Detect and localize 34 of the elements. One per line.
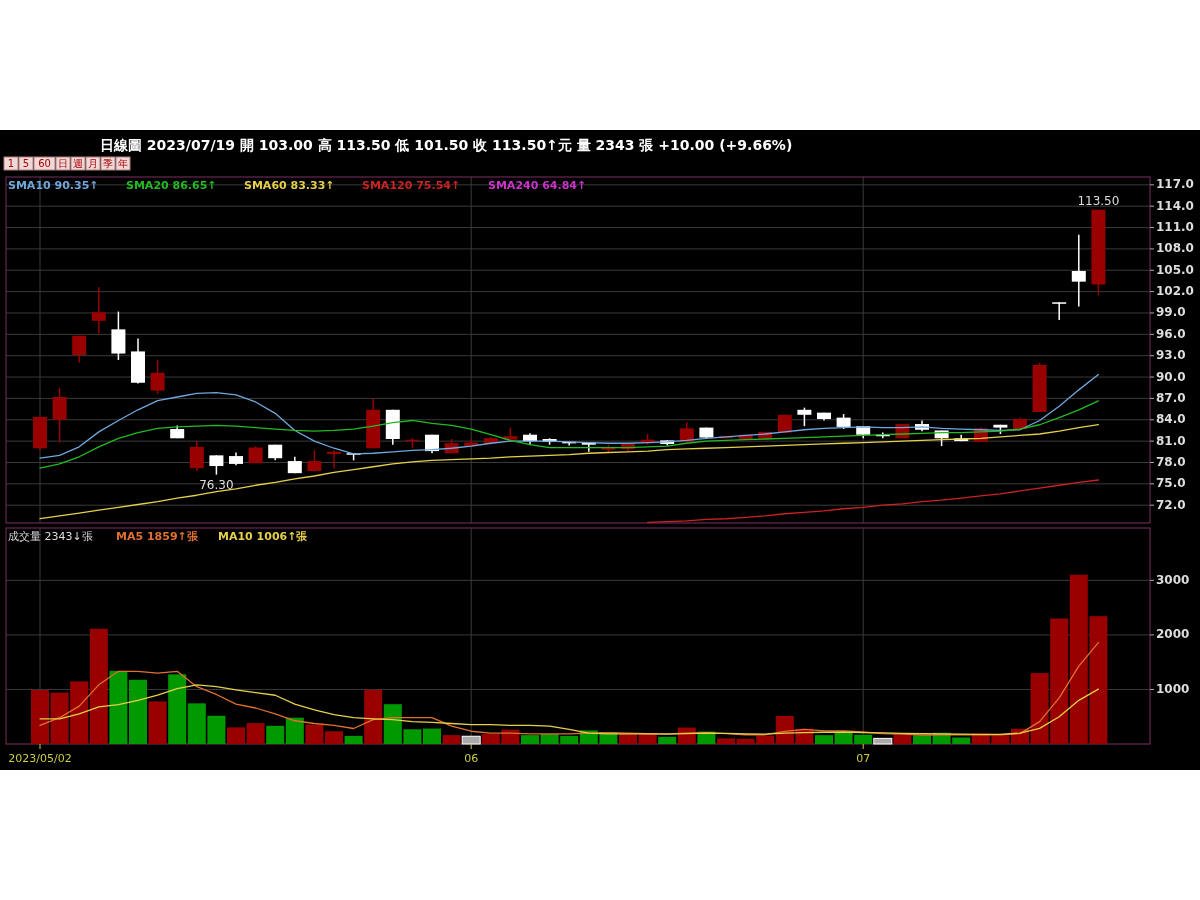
text: SMA20 86.65↑ xyxy=(126,179,217,192)
text: MA5 1859↑張 xyxy=(116,530,199,543)
y-tick-label: 102.0 xyxy=(1156,284,1194,299)
x-tick-label: 2023/05/02 xyxy=(8,752,72,765)
y-tick-label: 1000 xyxy=(1156,681,1190,696)
x-tick-label: 06 xyxy=(464,752,479,765)
annotation: 113.50 xyxy=(1077,193,1120,208)
y-tick-label: 3000 xyxy=(1156,572,1190,587)
y-tick-label: 84.0 xyxy=(1156,412,1186,427)
y-tick-label: 108.0 xyxy=(1156,241,1194,256)
y-tick-label: 2000 xyxy=(1156,627,1190,642)
y-tick-label: 78.0 xyxy=(1156,454,1186,469)
annotation: 76.30 xyxy=(199,477,234,492)
y-tick-label: 93.0 xyxy=(1156,348,1186,363)
y-tick-label: 90.0 xyxy=(1156,369,1186,384)
text: SMA10 90.35↑ xyxy=(8,179,99,192)
y-tick-label: 72.0 xyxy=(1156,497,1186,512)
y-tick-label: 111.0 xyxy=(1156,220,1194,235)
y-tick-label: 114.0 xyxy=(1156,198,1194,213)
y-tick-label: 81.0 xyxy=(1156,433,1186,448)
text: SMA120 75.54↑ xyxy=(362,179,461,192)
chart-title: 成交量 2343↓張 xyxy=(8,530,93,543)
period-buttons: 1 5 60 日 週 月 季 年 xyxy=(3,156,131,171)
y-tick-label: 99.0 xyxy=(1156,305,1186,320)
y-tick-label: 87.0 xyxy=(1156,390,1186,405)
chart-title: 日線圖 2023/07/19 開 103.00 高 113.50 低 101.50 收 113.50↑元 量 2343 張 +10.00 (+9.66%) xyxy=(100,137,793,153)
y-tick-label: 117.0 xyxy=(1156,177,1194,192)
y-tick-label: 96.0 xyxy=(1156,326,1186,341)
legend-label: SMA240 64.84↑ xyxy=(488,179,587,192)
y-tick-label: 105.0 xyxy=(1156,262,1194,277)
text: MA10 1006↑張 xyxy=(218,530,309,543)
x-tick-label: 07 xyxy=(856,752,871,765)
text: SMA60 83.33↑ xyxy=(244,179,335,192)
y-tick-label: 75.0 xyxy=(1156,476,1186,491)
